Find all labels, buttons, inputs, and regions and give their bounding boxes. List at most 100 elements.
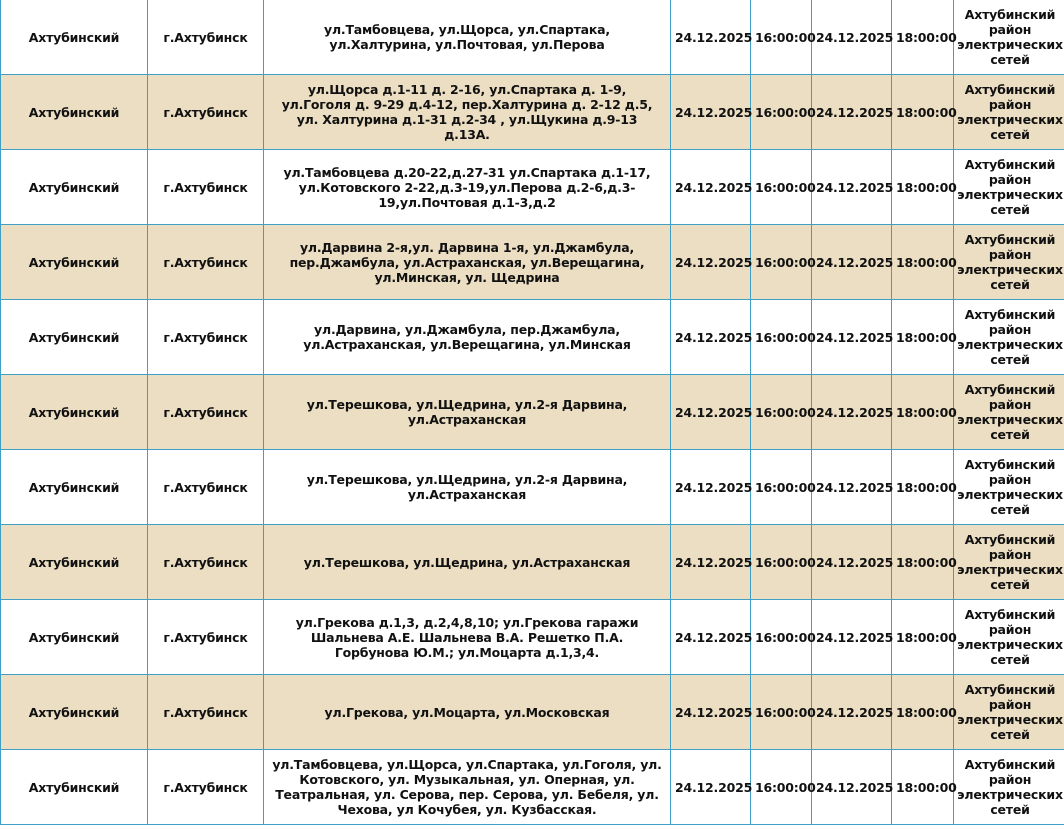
start-time-cell: 16:00:00 (750, 299, 816, 375)
start-date-cell: 24.12.2025 (670, 524, 752, 600)
city-cell: г.Ахтубинск (147, 599, 264, 675)
end-time-cell: 18:00:00 (891, 524, 957, 600)
end-date-cell: 24.12.2025 (811, 374, 893, 450)
addresses-cell: ул.Щорса д.1-11 д. 2-16, ул.Спартака д. … (263, 74, 671, 150)
organization-cell: Ахтубинский район электрических сетей (953, 524, 1064, 600)
district-cell: Ахтубинский (0, 599, 148, 675)
start-date-cell: 24.12.2025 (670, 149, 752, 225)
start-time-cell: 16:00:00 (750, 0, 816, 75)
district-cell: Ахтубинский (0, 449, 148, 525)
city-cell: г.Ахтубинск (147, 149, 264, 225)
table-row: Ахтубинский г.Ахтубинск ул.Дарвина 2-я,ул.… (0, 224, 1064, 300)
organization-cell: Ахтубинский район электрических сетей (953, 599, 1064, 675)
district-cell: Ахтубинский (0, 224, 148, 300)
addresses-cell: ул.Тамбовцева, ул.Щорса, ул.Спартака, ул… (263, 749, 671, 825)
start-date-cell: 24.12.2025 (670, 374, 752, 450)
table-row: Ахтубинский г.Ахтубинск ул.Терешкова, ул.Щ… (0, 374, 1064, 450)
end-time-cell: 18:00:00 (891, 674, 957, 750)
city-cell: г.Ахтубинск (147, 74, 264, 150)
start-date-cell: 24.12.2025 (670, 74, 752, 150)
organization-cell: Ахтубинский район электрических сетей (953, 74, 1064, 150)
end-time-cell: 18:00:00 (891, 224, 957, 300)
end-date-cell: 24.12.2025 (811, 224, 893, 300)
addresses-cell: ул.Терешкова, ул.Щедрина, ул.Астраханска… (263, 524, 671, 600)
addresses-cell: ул.Дарвина 2-я,ул. Дарвина 1-я, ул.Джамб… (263, 224, 671, 300)
table-row: Ахтубинский г.Ахтубинск ул.Тамбовцева, ул.… (0, 749, 1064, 825)
end-date-cell: 24.12.2025 (811, 0, 893, 75)
table-row: Ахтубинский г.Ахтубинск ул.Терешкова, ул.Щ… (0, 524, 1064, 600)
organization-cell: Ахтубинский район электрических сетей (953, 374, 1064, 450)
table-row: Ахтубинский г.Ахтубинск ул.Грекова д.1,3, … (0, 599, 1064, 675)
organization-cell: Ахтубинский район электрических сетей (953, 149, 1064, 225)
district-cell: Ахтубинский (0, 299, 148, 375)
end-time-cell: 18:00:00 (891, 449, 957, 525)
table-row: Ахтубинский г.Ахтубинск ул.Тамбовцева, ул.… (0, 0, 1064, 75)
end-time-cell: 18:00:00 (891, 374, 957, 450)
end-date-cell: 24.12.2025 (811, 524, 893, 600)
end-time-cell: 18:00:00 (891, 599, 957, 675)
addresses-cell: ул.Грекова д.1,3, д.2,4,8,10; ул.Грекова… (263, 599, 671, 675)
city-cell: г.Ахтубинск (147, 674, 264, 750)
start-date-cell: 24.12.2025 (670, 449, 752, 525)
table-row: Ахтубинский г.Ахтубинск ул.Грекова, ул.Моц… (0, 674, 1064, 750)
end-date-cell: 24.12.2025 (811, 74, 893, 150)
city-cell: г.Ахтубинск (147, 374, 264, 450)
start-date-cell: 24.12.2025 (670, 599, 752, 675)
table-row: Ахтубинский г.Ахтубинск ул.Щорса д.1-11 д.… (0, 74, 1064, 150)
start-time-cell: 16:00:00 (750, 224, 816, 300)
addresses-cell: ул.Грекова, ул.Моцарта, ул.Московская (263, 674, 671, 750)
start-time-cell: 16:00:00 (750, 149, 816, 225)
district-cell: Ахтубинский (0, 749, 148, 825)
district-cell: Ахтубинский (0, 0, 148, 75)
start-time-cell: 16:00:00 (750, 749, 816, 825)
table-row: Ахтубинский г.Ахтубинск ул.Дарвина, ул.Джа… (0, 299, 1064, 375)
organization-cell: Ахтубинский район электрических сетей (953, 749, 1064, 825)
addresses-cell: ул.Терешкова, ул.Щедрина, ул.2-я Дарвина… (263, 374, 671, 450)
city-cell: г.Ахтубинск (147, 299, 264, 375)
start-date-cell: 24.12.2025 (670, 0, 752, 75)
end-date-cell: 24.12.2025 (811, 599, 893, 675)
start-time-cell: 16:00:00 (750, 74, 816, 150)
addresses-cell: ул.Тамбовцева, ул.Щорса, ул.Спартака, ул… (263, 0, 671, 75)
end-time-cell: 18:00:00 (891, 749, 957, 825)
end-date-cell: 24.12.2025 (811, 299, 893, 375)
city-cell: г.Ахтубинск (147, 224, 264, 300)
district-cell: Ахтубинский (0, 149, 148, 225)
organization-cell: Ахтубинский район электрических сетей (953, 224, 1064, 300)
organization-cell: Ахтубинский район электрических сетей (953, 449, 1064, 525)
start-date-cell: 24.12.2025 (670, 749, 752, 825)
start-date-cell: 24.12.2025 (670, 674, 752, 750)
city-cell: г.Ахтубинск (147, 524, 264, 600)
start-date-cell: 24.12.2025 (670, 299, 752, 375)
district-cell: Ахтубинский (0, 674, 148, 750)
start-time-cell: 16:00:00 (750, 524, 816, 600)
organization-cell: Ахтубинский район электрических сетей (953, 674, 1064, 750)
end-time-cell: 18:00:00 (891, 74, 957, 150)
district-cell: Ахтубинский (0, 74, 148, 150)
end-date-cell: 24.12.2025 (811, 674, 893, 750)
district-cell: Ахтубинский (0, 524, 148, 600)
end-time-cell: 18:00:00 (891, 0, 957, 75)
start-time-cell: 16:00:00 (750, 674, 816, 750)
addresses-cell: ул.Тамбовцева д.20-22,д.27-31 ул.Спартак… (263, 149, 671, 225)
organization-cell: Ахтубинский район электрических сетей (953, 299, 1064, 375)
end-time-cell: 18:00:00 (891, 149, 957, 225)
start-time-cell: 16:00:00 (750, 599, 816, 675)
table-row: Ахтубинский г.Ахтубинск ул.Терешкова, ул.Щ… (0, 449, 1064, 525)
end-date-cell: 24.12.2025 (811, 149, 893, 225)
district-cell: Ахтубинский (0, 374, 148, 450)
city-cell: г.Ахтубинск (147, 749, 264, 825)
city-cell: г.Ахтубинск (147, 0, 264, 75)
organization-cell: Ахтубинский район электрических сетей (953, 0, 1064, 75)
table-row: Ахтубинский г.Ахтубинск ул.Тамбовцева д.20… (0, 149, 1064, 225)
end-date-cell: 24.12.2025 (811, 449, 893, 525)
start-time-cell: 16:00:00 (750, 374, 816, 450)
addresses-cell: ул.Терешкова, ул.Щедрина, ул.2-я Дарвина… (263, 449, 671, 525)
end-date-cell: 24.12.2025 (811, 749, 893, 825)
start-time-cell: 16:00:00 (750, 449, 816, 525)
city-cell: г.Ахтубинск (147, 449, 264, 525)
addresses-cell: ул.Дарвина, ул.Джамбула, пер.Джамбула, у… (263, 299, 671, 375)
end-time-cell: 18:00:00 (891, 299, 957, 375)
